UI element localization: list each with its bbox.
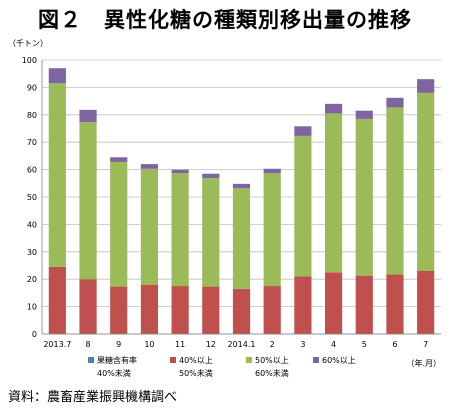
x-tick-label: 12 [206,340,216,349]
bar-segment [263,168,281,174]
chart-title: 図２ 異性化糖の種類別移出量の推移 [38,8,412,32]
bar-segment [232,183,251,189]
source-note: 資料：農畜産業振興機構調べ [8,390,178,405]
y-tick-label: 100 [22,56,37,65]
legend: 果糖含有率 40%未満 40%以上 50%未満 50%以上 60%未満 60%以上 [88,355,356,378]
legend-label: 60%以上 [322,356,356,365]
y-tick-label: 0 [32,330,37,339]
bar-segment [386,97,404,108]
legend-label-line2: 40%未満 [97,368,131,378]
x-tick-label: 2 [270,340,275,349]
y-tick-label: 10 [27,303,37,312]
x-tick-label: 4 [331,340,336,349]
bar-segment [171,169,189,174]
y-tick-label: 50 [27,193,37,202]
x-axis-label: （年.月） [406,358,441,368]
legend-swatch [170,357,176,363]
x-tick-label: 11 [175,340,185,349]
bar-segment [355,110,373,119]
bar-segment [386,107,404,275]
y-tick-label: 30 [27,248,37,257]
bar-segment [294,126,312,136]
y-tick-label: 60 [27,166,37,175]
bar-segment [171,173,189,287]
bar-segment [110,157,128,162]
x-tick-label: 2014.1 [228,340,256,349]
y-tick-label: 20 [27,275,37,284]
legend-label: 50%以上 [255,356,289,365]
legend-label: 果糖含有率 [97,355,137,365]
axes: 0 10 20 30 40 50 60 70 80 90 100 （千トン） 2013.7 8 9 10 11 1… [8,38,441,368]
bar-segment [202,178,220,287]
legend-label: 40%以上 [179,356,213,365]
legend-swatch [246,357,252,363]
y-axis-label: （千トン） [8,38,48,48]
bars [48,68,435,334]
bar-segment [79,279,97,334]
bar-segment [417,79,435,93]
bar-segment [202,173,220,179]
legend-swatch [88,357,94,363]
x-tick-label: 3 [300,340,305,349]
x-tick-label: 8 [85,340,90,349]
y-tick-label: 70 [27,138,37,147]
x-tick-label: 5 [362,340,367,349]
legend-label-line2: 50%未満 [179,368,213,378]
bar-segment [48,83,66,267]
bar-segment [140,284,159,334]
bar-segment [202,286,220,334]
bar-segment [355,118,373,276]
bar-segment [294,276,312,334]
bar-segment [232,288,251,334]
bar-segment [263,286,281,334]
bar-segment [79,122,97,280]
bar-segment [386,274,404,334]
bar-segment [417,92,435,271]
x-tick-label: 2013.7 [43,340,71,349]
bar-segment [48,266,66,334]
bar-segment [324,113,343,273]
bar-segment [294,135,312,277]
legend-swatch [313,357,319,363]
bar-segment [324,103,343,114]
bar-segment [171,286,189,334]
y-tick-label: 90 [27,83,37,92]
bar-segment [417,270,435,334]
y-tick-label: 80 [27,111,37,120]
bar-segment [79,109,97,123]
y-tick-label: 40 [27,220,37,229]
legend-label-line2: 60%未満 [255,368,289,378]
bar-segment [232,188,251,289]
x-tick-label: 6 [392,340,397,349]
bar-segment [140,164,159,169]
x-tick-label: 7 [423,340,428,349]
x-tick-label: 10 [144,340,154,349]
x-tick-label: 9 [116,340,121,349]
bar-segment [110,161,128,287]
bar-segment [110,286,128,334]
bar-segment [263,173,281,287]
bar-segment [140,168,159,285]
bar-segment [324,272,343,334]
bar-segment [48,68,66,84]
bar-segment [355,275,373,334]
